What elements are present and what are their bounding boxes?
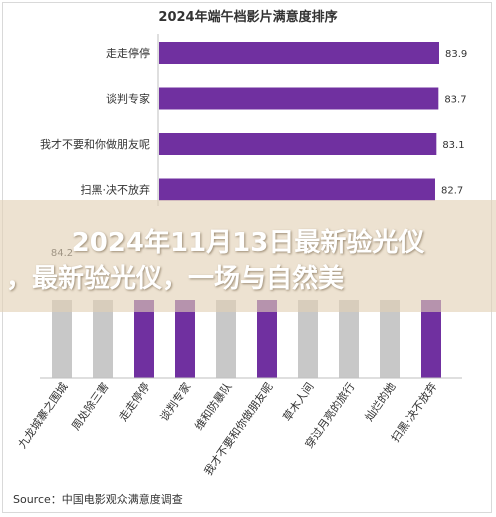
bar <box>298 300 318 378</box>
category-label: 维和防暴队 <box>191 380 234 433</box>
category-label: 走走停停 <box>106 46 150 60</box>
bar <box>159 87 439 110</box>
chart-title: 2024年端午档影片满意度排序 <box>158 10 338 25</box>
bar <box>159 178 435 201</box>
category-label: 我才不要和你做朋友呢 <box>40 137 150 151</box>
bar <box>339 300 359 378</box>
category-label: 谈判专家 <box>106 92 150 106</box>
bar <box>175 300 195 378</box>
category-label: 谈判专家 <box>157 380 194 424</box>
bar <box>216 300 236 378</box>
bar <box>93 300 113 378</box>
horizontal-bar-chart: 走走停停 83.9 谈判专家 83.7 我才不要和你做朋友呢 83.1 扫黑·决不放弃 82.… <box>40 34 467 206</box>
category-label: 周处除三害 <box>68 380 111 433</box>
value-label: 83.1 <box>442 140 464 151</box>
bar <box>159 42 439 64</box>
bar <box>159 133 437 155</box>
category-label: 九龙城寨之围城 <box>15 380 71 451</box>
category-label: 我才不要和你做朋友呢 <box>201 380 276 478</box>
value-label: 83.9 <box>445 49 467 60</box>
source-note: Source：中国电影观众满意度调查 <box>13 493 183 506</box>
value-label: 82.7 <box>441 186 463 197</box>
value-label: 83.7 <box>444 95 466 106</box>
bar <box>380 300 400 378</box>
headline-overlay: 2024年11月13日最新验光仪 ，最新验光仪，一场与自然美 <box>0 200 496 312</box>
category-label: 灿烂的她 <box>362 380 399 424</box>
headline-line-1: 2024年11月13日最新验光仪 <box>71 228 425 258</box>
headline-line-2: ，最新验光仪，一场与自然美 <box>6 264 345 294</box>
category-label: 走走停停 <box>116 380 153 424</box>
category-label: 扫黑·决不放弃 <box>81 183 151 197</box>
bar <box>134 300 154 378</box>
category-label: 草木人间 <box>281 380 317 423</box>
bar <box>421 300 441 378</box>
bar <box>257 300 277 378</box>
bar <box>52 300 72 378</box>
